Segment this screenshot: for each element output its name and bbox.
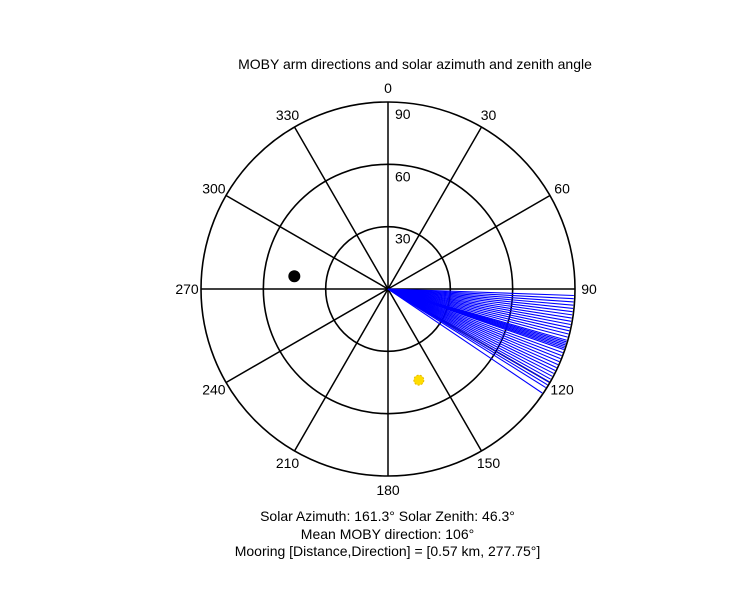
spoke-330 bbox=[293, 126, 389, 290]
angle-tick-labels: 0 30 60 90 120 150 180 210 240 270 300 330 bbox=[175, 80, 597, 498]
arm-direction-lines bbox=[387, 288, 574, 394]
radial-tick-label: 30 bbox=[395, 231, 411, 247]
spoke-60 bbox=[387, 194, 551, 290]
mean-direction-caption: Mean MOBY direction: 106° bbox=[300, 526, 475, 542]
angle-tick-label: 150 bbox=[477, 455, 501, 471]
angle-tick-label: 60 bbox=[554, 181, 570, 197]
angle-tick-label: 240 bbox=[202, 382, 226, 398]
angle-tick-label: 210 bbox=[276, 455, 300, 471]
spoke-150 bbox=[387, 288, 483, 452]
chart-title: MOBY arm directions and solar azimuth an… bbox=[238, 56, 592, 72]
angle-tick-label: 330 bbox=[276, 107, 300, 123]
spoke-30 bbox=[387, 126, 483, 290]
arm-line bbox=[387, 288, 547, 389]
spoke-210 bbox=[293, 288, 389, 452]
angle-tick-label: 120 bbox=[550, 382, 574, 398]
solar-caption: Solar Azimuth: 161.3° Solar Zenith: 46.3… bbox=[260, 508, 515, 524]
angle-tick-label: 90 bbox=[581, 281, 597, 297]
spoke-300 bbox=[225, 194, 389, 290]
markers bbox=[288, 270, 425, 386]
angle-tick-label: 0 bbox=[384, 80, 392, 96]
mooring-marker bbox=[288, 270, 301, 283]
mooring-caption: Mooring [Distance,Direction] = [0.57 km,… bbox=[234, 543, 541, 559]
angle-tick-label: 180 bbox=[376, 482, 400, 498]
angle-tick-label: 270 bbox=[175, 281, 199, 297]
arm-line bbox=[387, 288, 543, 394]
sun-marker bbox=[413, 374, 425, 386]
radial-tick-label: 60 bbox=[395, 168, 411, 184]
angle-tick-label: 30 bbox=[481, 107, 497, 123]
radial-tick-label: 90 bbox=[395, 106, 411, 122]
angle-tick-label: 300 bbox=[202, 181, 226, 197]
radial-tick-labels: 30 60 90 bbox=[395, 106, 411, 247]
spoke-240 bbox=[225, 288, 389, 384]
